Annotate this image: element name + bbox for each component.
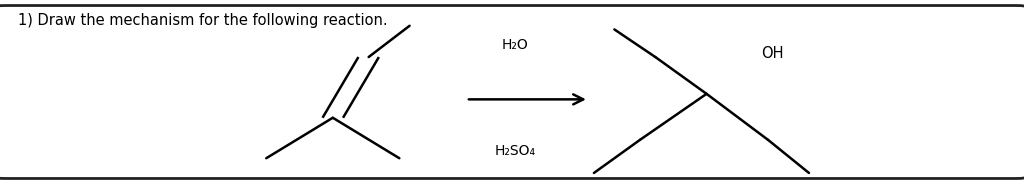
Text: OH: OH [761,46,783,61]
FancyBboxPatch shape [0,6,1024,178]
Text: H₂O: H₂O [502,38,528,52]
Text: 1) Draw the mechanism for the following reaction.: 1) Draw the mechanism for the following … [18,13,388,28]
Text: H₂SO₄: H₂SO₄ [495,144,536,158]
